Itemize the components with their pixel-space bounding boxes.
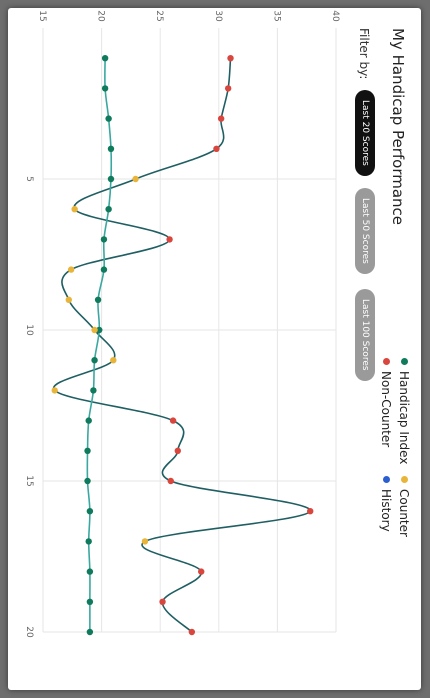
handicap-index-point — [107, 145, 115, 153]
handicap-index-point — [86, 508, 94, 515]
y-tick-label: 35 — [271, 10, 281, 21]
y-tick-label: 20 — [96, 10, 106, 22]
counter-point — [71, 206, 78, 213]
handicap-index-point — [85, 538, 92, 545]
x-tick-label: 5 — [24, 176, 34, 182]
score-line — [52, 58, 312, 633]
x-tick-label: 15 — [24, 475, 34, 486]
handicap-index-point — [100, 236, 108, 243]
counter-point — [110, 357, 117, 364]
counter-point — [65, 296, 72, 303]
counter-point — [51, 387, 58, 394]
x-tick-label: 10 — [24, 324, 34, 336]
counter-point — [67, 266, 75, 273]
handicap-index-point — [105, 115, 112, 122]
y-tick-label: 25 — [154, 10, 164, 21]
handicap-index-point — [90, 387, 97, 394]
non-counter-point — [227, 55, 234, 62]
handicap-index-point — [94, 296, 102, 303]
y-tick-label: 40 — [330, 10, 340, 22]
handicap-index-point — [96, 326, 103, 334]
counter-point — [141, 538, 149, 545]
counter-point — [132, 175, 139, 183]
y-tick-label: 30 — [213, 10, 223, 22]
non-counter-point — [213, 145, 220, 153]
handicap-index-point — [100, 266, 108, 273]
non-counter-point — [159, 598, 166, 605]
non-counter-point — [307, 508, 314, 515]
handicap-index-point — [86, 568, 94, 575]
counter-point — [91, 326, 98, 334]
rotated-content: My Handicap Performance Filter by: Last … — [8, 8, 421, 690]
handicap-index-point — [86, 598, 94, 605]
handicap-index-point — [101, 85, 109, 92]
non-counter-point — [174, 447, 181, 454]
handicap-index-point — [91, 357, 98, 364]
handicap-index-point — [86, 628, 94, 636]
chart-card: My Handicap Performance Filter by: Last … — [8, 8, 421, 690]
handicap-chart: 15 20 25 30 35 40 5 10 15 20 — [24, 10, 340, 638]
non-counter-point — [198, 568, 205, 575]
handicap-index-point — [85, 417, 92, 424]
handicap-index-point — [107, 175, 115, 183]
non-counter-point — [224, 85, 232, 92]
handicap-index-point — [101, 55, 109, 62]
handicap-index-point — [84, 477, 91, 485]
non-counter-point — [217, 115, 225, 122]
handicap-index-point — [84, 447, 91, 454]
handicap-index-line — [86, 58, 113, 632]
non-counter-point — [166, 236, 173, 243]
y-tick-label: 15 — [37, 10, 47, 21]
non-counter-point — [167, 477, 174, 485]
non-counter-point — [188, 628, 196, 636]
x-tick-label: 20 — [24, 626, 34, 638]
non-counter-point — [169, 417, 177, 424]
handicap-index-point — [105, 206, 112, 213]
